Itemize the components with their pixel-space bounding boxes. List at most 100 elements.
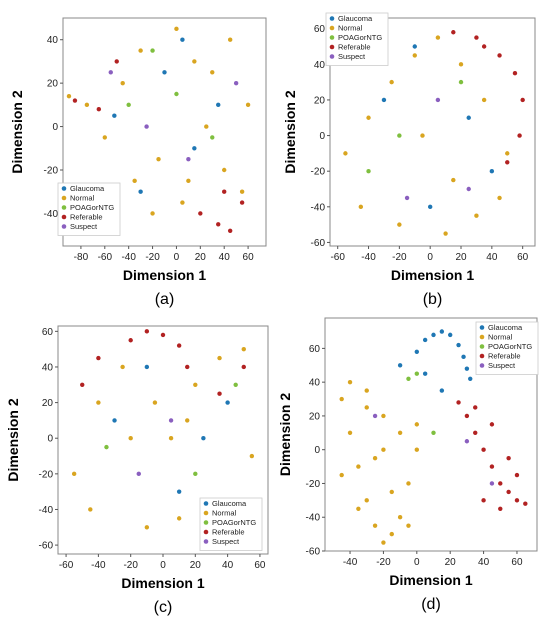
x-tick-label: -20 — [123, 560, 138, 571]
y-tick-label: 60 — [42, 327, 54, 338]
data-point — [204, 124, 209, 129]
data-point — [339, 472, 344, 478]
data-point — [102, 135, 107, 140]
data-point — [144, 364, 150, 370]
data-point — [138, 189, 143, 194]
data-point — [466, 186, 471, 192]
data-point — [144, 124, 149, 129]
legend-entry: Referable — [212, 528, 245, 537]
data-point — [150, 48, 155, 53]
data-point — [514, 472, 520, 478]
legend-entry: Glaucoma — [212, 499, 247, 508]
y-tick-label: -60 — [306, 547, 321, 558]
y-tick-label: 40 — [309, 378, 321, 389]
data-point — [397, 133, 402, 138]
x-tick-label: 40 — [486, 252, 498, 263]
data-point — [481, 97, 487, 103]
data-point — [225, 400, 230, 405]
data-point — [150, 211, 155, 216]
data-point — [443, 231, 448, 236]
data-point — [468, 376, 473, 381]
data-point — [466, 115, 471, 120]
legend-marker — [203, 539, 209, 544]
data-point — [160, 332, 166, 338]
data-point — [126, 102, 131, 108]
data-point — [217, 355, 222, 361]
data-point — [481, 44, 487, 49]
legend-entry: Normal — [488, 333, 513, 342]
x-tick-label: -20 — [145, 252, 160, 263]
data-point — [381, 413, 386, 419]
data-point — [439, 388, 445, 393]
legend-box — [199, 497, 263, 551]
data-point — [414, 447, 420, 452]
data-point — [439, 329, 445, 334]
data-point — [156, 156, 161, 162]
legend-marker — [329, 44, 335, 50]
data-point — [364, 498, 369, 503]
y-tick-label: 20 — [47, 79, 59, 90]
data-point — [201, 436, 206, 441]
data-point — [176, 516, 182, 521]
y-axis-label: Dimension 2 — [5, 398, 21, 481]
x-axis-label: Dimension 1 — [391, 267, 474, 283]
data-point — [222, 167, 227, 173]
data-point — [414, 371, 420, 376]
data-point — [144, 329, 150, 334]
legend-entry: Suspect — [212, 537, 240, 546]
data-point — [186, 156, 191, 162]
legend-box — [57, 182, 121, 236]
data-point — [404, 195, 410, 201]
x-tick-label: 20 — [190, 560, 202, 571]
data-point — [456, 400, 461, 405]
x-tick-label: -40 — [121, 252, 136, 263]
data-point — [505, 151, 510, 156]
legend-entry: Suspect — [338, 52, 366, 61]
data-point — [366, 168, 371, 174]
data-point — [180, 200, 185, 205]
y-tick-label: 20 — [314, 95, 326, 106]
scatter-panel: -60 -40 -20 0 20 40 60 -60 -40 -20 0 20 40 60 Dimensio… — [282, 12, 536, 308]
legend-marker — [479, 344, 485, 349]
legend-entry: Glaucoma — [488, 323, 523, 332]
data-point — [96, 107, 102, 112]
data-point — [489, 464, 495, 469]
legend-entry: Suspect — [488, 361, 516, 370]
data-point — [414, 422, 420, 427]
legend-entry: Suspect — [70, 222, 98, 231]
x-tick-label: 60 — [517, 252, 529, 263]
data-point — [372, 413, 378, 419]
data-point — [88, 507, 93, 512]
legend-marker — [203, 529, 209, 535]
data-point — [249, 453, 255, 459]
data-point — [136, 471, 141, 477]
data-point — [233, 80, 239, 86]
x-tick-label: -40 — [361, 252, 376, 263]
x-tick-label: -20 — [392, 252, 407, 263]
legend-box — [475, 321, 539, 375]
y-tick-label: 60 — [314, 24, 326, 35]
data-point — [241, 346, 246, 352]
data-point — [356, 464, 361, 469]
data-point — [180, 37, 185, 42]
y-tick-label: -40 — [311, 202, 326, 213]
data-point — [397, 515, 403, 520]
x-tick-label: 0 — [174, 252, 180, 263]
data-point — [186, 178, 191, 184]
data-point — [447, 332, 453, 338]
y-tick-label: 0 — [319, 131, 325, 142]
data-point — [356, 506, 361, 511]
legend-entry: Normal — [212, 509, 237, 518]
data-point — [168, 436, 174, 441]
legend-entry: POAGorNTG — [488, 342, 532, 351]
data-point — [406, 376, 411, 381]
data-point — [241, 364, 246, 370]
y-tick-label: -20 — [306, 479, 321, 490]
data-point — [339, 396, 344, 402]
data-point — [71, 471, 77, 477]
y-tick-label: -40 — [44, 209, 59, 220]
legend-marker — [61, 205, 67, 210]
data-point — [397, 430, 403, 436]
